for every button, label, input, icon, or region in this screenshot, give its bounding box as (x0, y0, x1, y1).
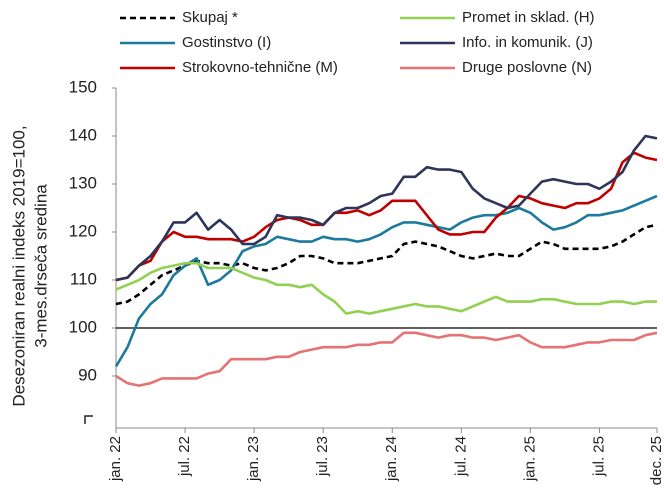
x-tick-label: jan. 25 (521, 436, 538, 482)
y-tick-label: 140 (69, 125, 97, 144)
x-tick-label: jul. 23 (314, 436, 331, 477)
legend-label: Info. in komunik. (J) (462, 34, 593, 51)
series-line (115, 151, 658, 282)
x-tick-label: jan. 23 (245, 436, 262, 482)
x-tick-label: dec. 25 (648, 436, 664, 485)
series-line (115, 331, 658, 387)
series-line (115, 223, 658, 306)
series-line (114, 194, 658, 368)
y-tick-label: 110 (70, 269, 97, 288)
y-axis-label: Desezoniran realni indeks 2019=100, (9, 125, 28, 406)
series-line (115, 134, 658, 282)
x-tick-label: jan. 22 (107, 436, 124, 482)
legend-label: Promet in sklad. (H) (462, 9, 595, 26)
y-tick-label: 120 (69, 221, 97, 240)
legend-label: Strokovno-tehnične (M) (182, 59, 338, 76)
y-tick-label: 130 (69, 173, 97, 192)
y-axis-label: 3-mes.drseča sredina (31, 184, 50, 348)
series-line (115, 261, 657, 315)
legend-label: Gostinstvo (I) (182, 34, 271, 51)
legend-label: Skupaj * (182, 9, 238, 26)
x-tick-label: jul. 25 (590, 436, 607, 477)
y-tick-label: 150 (69, 77, 97, 96)
x-tick-label: jul. 22 (176, 436, 193, 477)
axis-break (84, 415, 93, 424)
y-tick-label: 100 (69, 317, 97, 336)
legend-label: Druge poslovne (N) (462, 59, 592, 76)
x-tick-label: jul. 24 (452, 436, 469, 477)
y-tick-label: 90 (78, 365, 97, 384)
x-tick-label: jan. 24 (383, 436, 400, 482)
